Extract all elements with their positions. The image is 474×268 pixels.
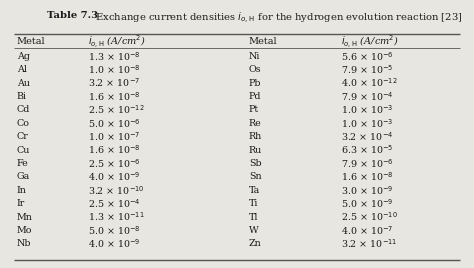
Text: Pt: Pt <box>249 105 259 114</box>
Text: 3.0 × 10$^{-9}$: 3.0 × 10$^{-9}$ <box>341 184 394 197</box>
Text: Tl: Tl <box>249 213 258 222</box>
Text: Fe: Fe <box>17 159 28 168</box>
Text: 5.0 × 10$^{-8}$: 5.0 × 10$^{-8}$ <box>88 224 140 237</box>
Text: 2.5 × 10$^{-10}$: 2.5 × 10$^{-10}$ <box>341 211 398 224</box>
Text: 1.0 × 10$^{-3}$: 1.0 × 10$^{-3}$ <box>341 117 394 130</box>
Text: Exchange current densities $i_{o,\mathrm{H}}$ for the hydrogen evolution reactio: Exchange current densities $i_{o,\mathrm… <box>89 11 463 26</box>
Text: Au: Au <box>17 79 29 88</box>
Text: Bi: Bi <box>17 92 27 101</box>
Text: Re: Re <box>249 119 262 128</box>
Text: Ir: Ir <box>17 199 25 208</box>
Text: Ru: Ru <box>249 146 262 155</box>
Text: Ga: Ga <box>17 172 30 181</box>
Text: Pb: Pb <box>249 79 261 88</box>
Text: Co: Co <box>17 119 29 128</box>
Text: Cd: Cd <box>17 105 30 114</box>
Text: W: W <box>249 226 259 235</box>
Text: Ta: Ta <box>249 186 260 195</box>
Text: 4.0 × 10$^{-12}$: 4.0 × 10$^{-12}$ <box>341 77 398 90</box>
Text: Metal: Metal <box>249 37 277 46</box>
Text: 2.5 × 10$^{-12}$: 2.5 × 10$^{-12}$ <box>88 103 144 116</box>
Text: 4.0 × 10$^{-7}$: 4.0 × 10$^{-7}$ <box>341 224 394 237</box>
Text: 1.3 × 10$^{-8}$: 1.3 × 10$^{-8}$ <box>88 50 140 63</box>
Text: Mo: Mo <box>17 226 32 235</box>
Text: 5.0 × 10$^{-9}$: 5.0 × 10$^{-9}$ <box>341 197 394 210</box>
Text: 7.9 × 10$^{-5}$: 7.9 × 10$^{-5}$ <box>341 63 394 76</box>
Text: Pd: Pd <box>249 92 261 101</box>
Text: 3.2 × 10$^{-10}$: 3.2 × 10$^{-10}$ <box>88 184 144 197</box>
Text: 7.9 × 10$^{-6}$: 7.9 × 10$^{-6}$ <box>341 157 394 170</box>
Text: 4.0 × 10$^{-9}$: 4.0 × 10$^{-9}$ <box>88 170 140 183</box>
Text: Sb: Sb <box>249 159 262 168</box>
Text: 5.6 × 10$^{-6}$: 5.6 × 10$^{-6}$ <box>341 50 394 63</box>
Text: 1.0 × 10$^{-7}$: 1.0 × 10$^{-7}$ <box>88 130 140 143</box>
Text: Sn: Sn <box>249 172 262 181</box>
Text: 1.0 × 10$^{-3}$: 1.0 × 10$^{-3}$ <box>341 103 394 116</box>
Text: 1.0 × 10$^{-8}$: 1.0 × 10$^{-8}$ <box>88 63 140 76</box>
Text: Zn: Zn <box>249 239 262 248</box>
Text: Ni: Ni <box>249 52 260 61</box>
Text: 7.9 × 10$^{-4}$: 7.9 × 10$^{-4}$ <box>341 90 394 103</box>
Text: 1.3 × 10$^{-11}$: 1.3 × 10$^{-11}$ <box>88 211 145 224</box>
Text: Os: Os <box>249 65 262 74</box>
Text: 1.6 × 10$^{-8}$: 1.6 × 10$^{-8}$ <box>88 90 140 103</box>
Text: 3.2 × 10$^{-7}$: 3.2 × 10$^{-7}$ <box>88 77 140 90</box>
Text: 1.6 × 10$^{-8}$: 1.6 × 10$^{-8}$ <box>88 144 140 157</box>
Text: 2.5 × 10$^{-4}$: 2.5 × 10$^{-4}$ <box>88 197 140 210</box>
Text: 3.2 × 10$^{-11}$: 3.2 × 10$^{-11}$ <box>341 237 398 250</box>
Text: 2.5 × 10$^{-6}$: 2.5 × 10$^{-6}$ <box>88 157 140 170</box>
Text: Nb: Nb <box>17 239 31 248</box>
Text: 5.0 × 10$^{-6}$: 5.0 × 10$^{-6}$ <box>88 117 140 130</box>
Text: Cr: Cr <box>17 132 28 141</box>
Text: Mn: Mn <box>17 213 32 222</box>
Text: 6.3 × 10$^{-5}$: 6.3 × 10$^{-5}$ <box>341 144 394 157</box>
Text: Table 7.3: Table 7.3 <box>47 11 99 20</box>
Text: In: In <box>17 186 27 195</box>
Text: 3.2 × 10$^{-4}$: 3.2 × 10$^{-4}$ <box>341 130 394 143</box>
Text: 1.6 × 10$^{-8}$: 1.6 × 10$^{-8}$ <box>341 170 394 183</box>
Text: 4.0 × 10$^{-9}$: 4.0 × 10$^{-9}$ <box>88 237 140 250</box>
Text: Al: Al <box>17 65 27 74</box>
Text: $i_{o,\mathrm{H}}$ (A/cm$^2$): $i_{o,\mathrm{H}}$ (A/cm$^2$) <box>88 33 146 50</box>
Text: $i_{o,\mathrm{H}}$ (A/cm$^2$): $i_{o,\mathrm{H}}$ (A/cm$^2$) <box>341 33 399 50</box>
Text: Cu: Cu <box>17 146 30 155</box>
Text: Ag: Ag <box>17 52 29 61</box>
Text: Metal: Metal <box>17 37 45 46</box>
Text: Ti: Ti <box>249 199 258 208</box>
Text: Rh: Rh <box>249 132 262 141</box>
